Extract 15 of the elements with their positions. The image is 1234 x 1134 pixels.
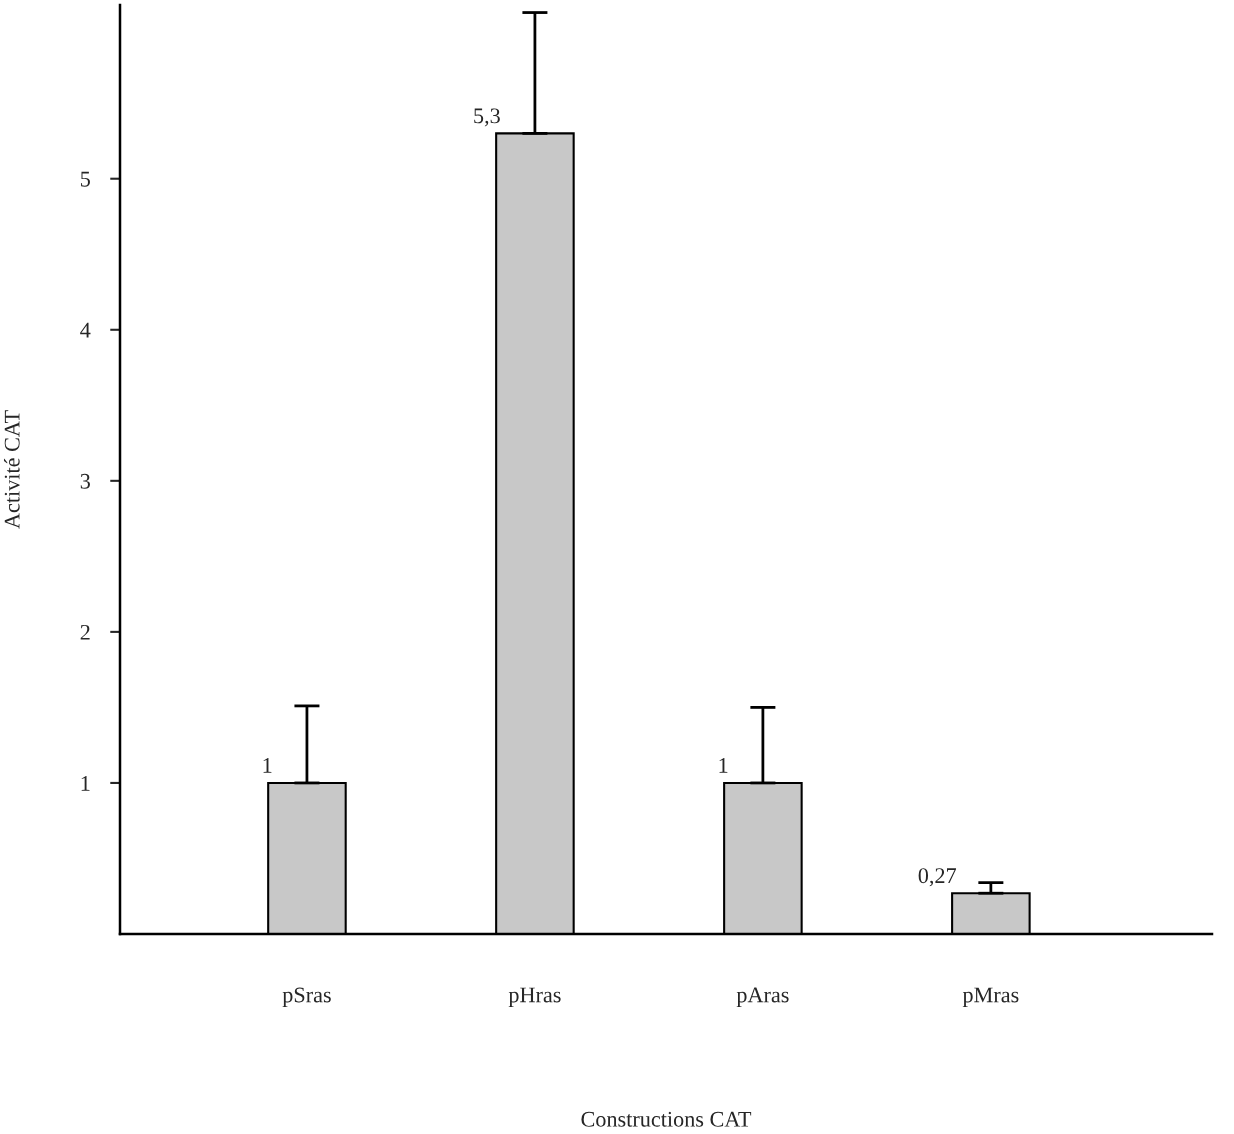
y-tick-label: 1 [81, 775, 90, 791]
y-tick-label: 4 [80, 322, 91, 338]
x-tick-label: pAras [736, 987, 789, 1007]
data-label: 1 [263, 757, 272, 773]
data-label: 5,3 [474, 108, 500, 127]
x-axis-title: Constructions CAT [581, 1111, 752, 1127]
data-label: 0,27 [918, 868, 957, 887]
y-tick-label: 2 [80, 624, 90, 640]
y-tick-label: 3 [80, 473, 90, 489]
x-tick-label: pSras [282, 987, 331, 1007]
y-axis-title: Activité CAT [3, 410, 20, 529]
data-label: 1 [719, 757, 728, 773]
x-tick-label: pMras [962, 987, 1019, 1007]
x-tick-label: pHras [508, 987, 561, 1007]
y-tick-label: 5 [81, 171, 90, 187]
